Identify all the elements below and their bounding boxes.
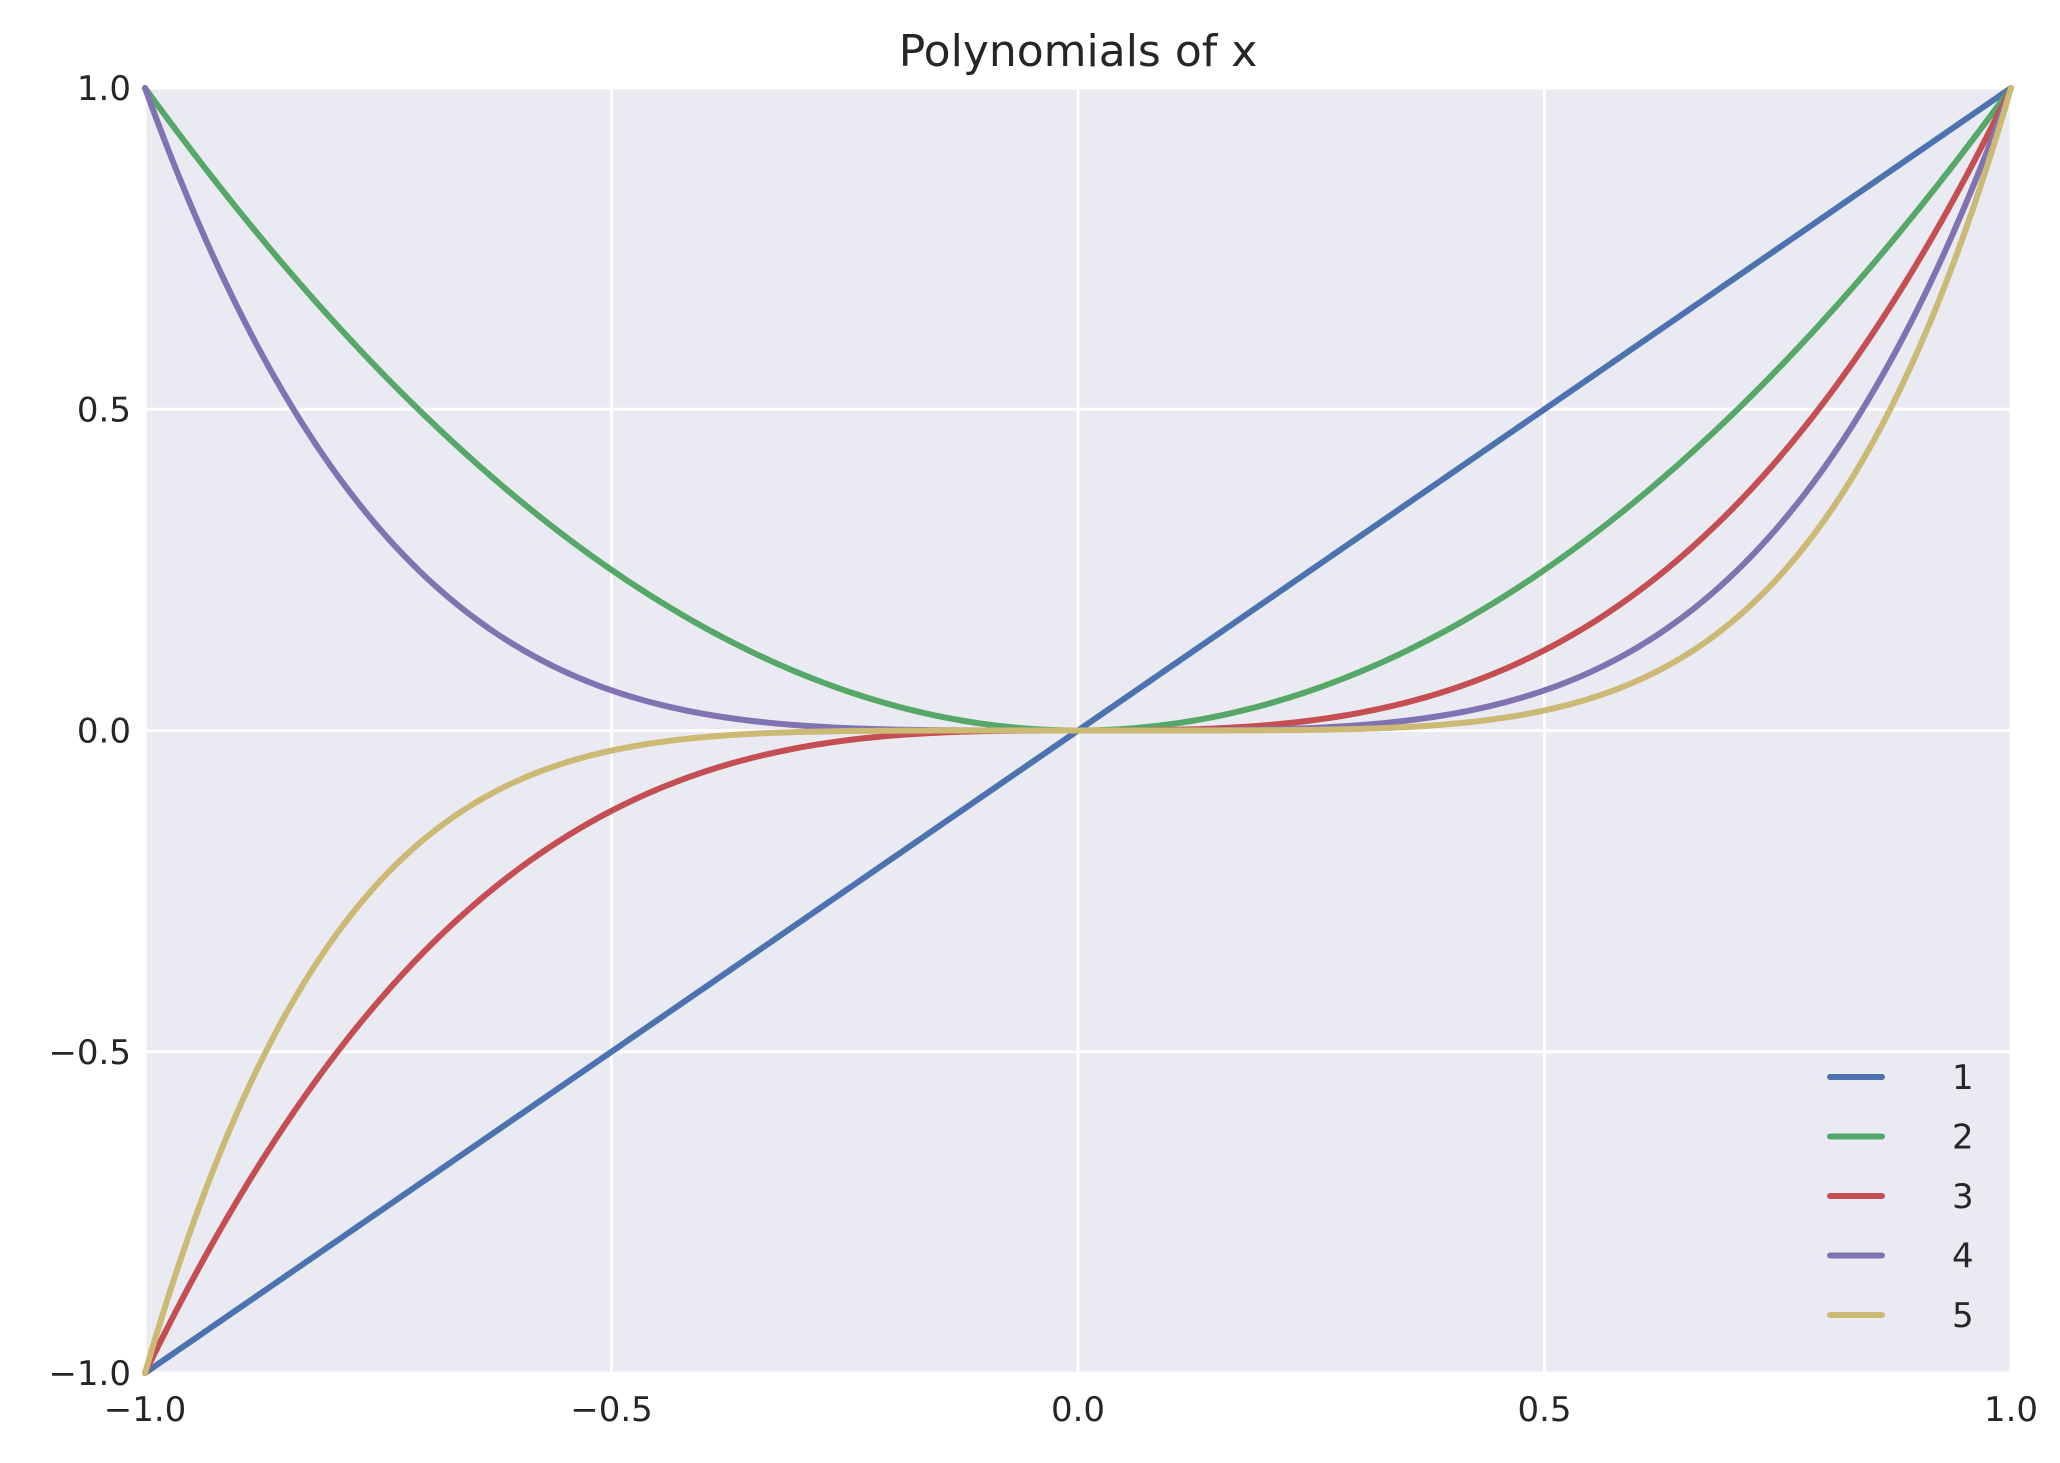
- legend-label-1: 1: [1952, 1058, 1974, 1098]
- y-tick-label: −1.0: [48, 1354, 131, 1394]
- legend-label-4: 4: [1952, 1237, 1974, 1277]
- x-tick-label: 0.5: [1517, 1390, 1571, 1430]
- legend: 1 2 3 4 5: [1827, 1058, 1974, 1336]
- legend-label-3: 3: [1952, 1177, 1974, 1217]
- tick-labels: −1.0 −0.5 0.0 0.5 1.0 −1.0 −0.5 0.0 0.5 1.0: [48, 69, 2038, 1430]
- y-tick-label: 0.0: [77, 712, 131, 752]
- y-tick-label: 1.0: [77, 69, 131, 109]
- x-tick-label: 0.0: [1051, 1390, 1105, 1430]
- series-lines: [142, 85, 2014, 1376]
- series-line-5: [142, 85, 2014, 1376]
- x-tick-label: 1.0: [1984, 1390, 2038, 1430]
- legend-label-5: 5: [1952, 1296, 1974, 1336]
- legend-label-2: 2: [1952, 1118, 1974, 1158]
- y-tick-label: 0.5: [77, 390, 131, 430]
- y-tick-label: −0.5: [48, 1033, 131, 1073]
- chart-title: Polynomials of x: [899, 26, 1258, 77]
- x-tick-label: −0.5: [570, 1390, 653, 1430]
- x-tick-label: −1.0: [104, 1390, 187, 1430]
